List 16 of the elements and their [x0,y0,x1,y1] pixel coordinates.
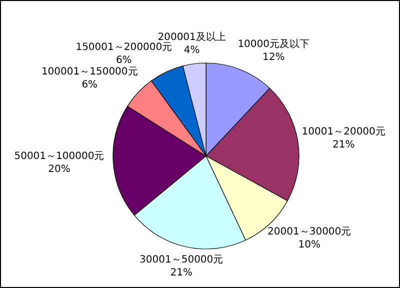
data-label: 6% [116,54,132,66]
slice-label: 150001～200000元 [76,42,172,53]
slice-label: 10001～20000元 [302,126,386,138]
slice-label: 200001及以上 [158,30,226,43]
data-label: 12% [262,52,285,63]
data-label: 21% [170,267,192,278]
slice-label: 50001～100000元 [14,151,104,162]
data-label: 10% [298,239,320,250]
slice-label: 100001～150000元 [41,66,138,78]
slice-label: 20001～30000元 [268,226,352,238]
data-label: 21% [332,139,355,150]
data-label: 20% [48,164,70,176]
data-label: 6% [82,80,98,91]
slice-label: 10000元及以下 [238,38,310,50]
slice-label: 30001～50000元 [140,254,224,266]
data-label: 4% [184,44,200,56]
